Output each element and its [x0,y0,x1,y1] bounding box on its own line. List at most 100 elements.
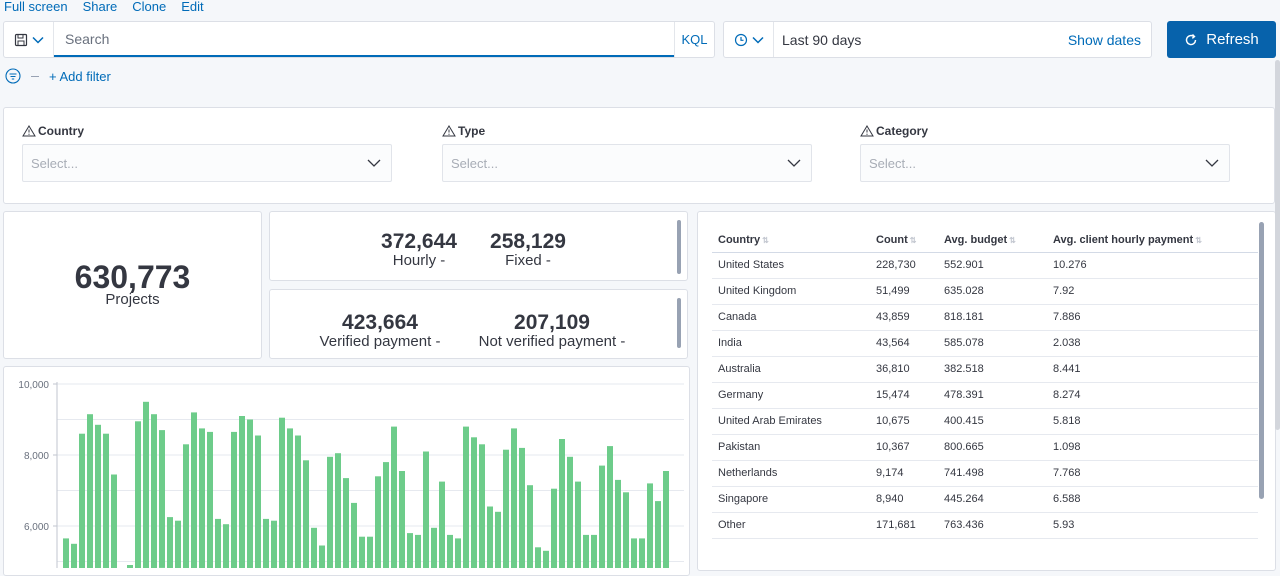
payment-metric-panel: 423,664 Verified payment - 207,109 Not v… [269,289,688,359]
type-label: Type [458,124,486,138]
table-cell: Netherlands [712,460,870,487]
table-cell: 2.038 [1047,330,1258,357]
refresh-button[interactable]: Refresh [1167,21,1276,58]
table-cell: 10,675 [870,408,938,435]
histogram-bar [431,527,437,568]
country-placeholder: Select... [31,155,78,171]
country-control: Country Select... [22,124,392,182]
table-cell: 10.276 [1047,252,1258,279]
histogram-bar [535,547,541,568]
verified-payment-count: 423,664 [342,311,418,334]
table-cell: 15,474 [870,382,938,409]
column-header[interactable]: Count ⇅ [870,228,938,253]
histogram-bar [583,534,589,568]
panel-scrollbar[interactable] [677,298,681,348]
table-cell: 7.886 [1047,304,1258,331]
histogram-bar [591,534,597,568]
query-bar: Search KQL [3,21,715,58]
input-controls-panel: Country Select... Type Select... Categor… [3,107,1275,204]
chevron-down-icon [787,159,801,167]
clock-icon [734,33,747,46]
hourly-label: Hourly - [392,252,446,269]
histogram-bar [511,428,517,568]
histogram-bar [143,401,149,569]
histogram-bar [183,444,189,568]
filter-menu-icon[interactable] [5,68,21,84]
table-row: Pakistan 10,367 800.665 1.098 [712,434,1258,461]
histogram-bar [599,465,605,568]
histogram-bar [79,433,85,568]
table-cell: 635.028 [938,278,1047,305]
saved-query-button[interactable] [4,22,54,57]
column-header[interactable]: Avg. budget ⇅ [938,228,1047,253]
table-cell: 8.274 [1047,382,1258,409]
hourly-metric: 372,644 Hourly - [376,231,462,269]
show-dates-link[interactable]: Show dates [1067,31,1141,48]
table-cell: Canada [712,304,870,331]
table-cell: 8,940 [870,486,938,513]
histogram-bar [199,428,205,568]
histogram-bar [63,538,69,568]
time-range-label[interactable]: Last 90 days [782,31,862,48]
country-table: Country ⇅ Count ⇅ Avg. budget ⇅ Avg. client ho… [712,228,1258,539]
column-header-label: Count [876,233,908,246]
not-verified-payment-label: Not verified payment - [478,333,626,350]
category-select[interactable]: Select... [860,144,1230,182]
histogram-bar [279,417,285,568]
search-input[interactable]: Search [54,22,674,57]
table-body: United States 228,730 552.901 10.276 United … [712,252,1258,539]
histogram-bar [623,492,629,568]
table-row: United Kingdom 51,499 635.028 7.92 [712,278,1258,305]
add-filter-button[interactable]: + Add filter [49,68,111,84]
category-control: Category Select... [860,124,1230,182]
histogram-bar [311,527,317,568]
table-cell: 228,730 [870,252,938,279]
share-link[interactable]: Share [82,0,118,14]
histogram-bar [215,518,221,568]
histogram-bar [399,471,405,568]
histogram-bar [71,543,77,569]
table-cell: 6.588 [1047,486,1258,513]
projects-metric-panel: 630,773 Projects [3,211,262,359]
histogram-bar [327,456,333,568]
top-nav: Full screen Share Clone Edit [0,0,215,16]
histogram-bar [567,456,573,568]
column-header[interactable]: Country ⇅ [712,228,870,253]
full-screen-link[interactable]: Full screen [4,0,68,14]
y-tick-label: 10,000 [18,380,49,391]
country-label: Country [38,124,84,138]
histogram-bar [647,483,653,568]
table-cell: United Kingdom [712,278,870,305]
table-cell: 7.92 [1047,278,1258,305]
table-row: Netherlands 9,174 741.498 7.768 [712,460,1258,487]
table-row: Australia 36,810 382.518 8.441 [712,356,1258,383]
table-cell: 5.93 [1047,512,1258,539]
histogram-bar [551,488,557,568]
edit-link[interactable]: Edit [181,0,204,14]
histogram-bar [439,481,445,568]
clone-link[interactable]: Clone [132,0,167,14]
sort-icon: ⇅ [1009,235,1016,245]
panel-scrollbar[interactable] [677,220,681,274]
table-cell: 51,499 [870,278,938,305]
country-table-panel: Country ⇅ Count ⇅ Avg. budget ⇅ Avg. client ho… [697,211,1276,571]
histogram-bar [615,479,621,568]
histogram-bar [223,524,229,568]
type-select[interactable]: Select... [442,144,812,182]
fixed-label: Fixed - [505,252,551,269]
page-scrollbar[interactable] [1275,60,1280,430]
histogram-bar [367,536,373,568]
table-cell: 763.436 [938,512,1047,539]
chevron-down-icon [751,36,764,44]
fixed-count: 258,129 [490,230,566,253]
table-scrollbar[interactable] [1259,222,1264,499]
histogram-chart: 10,000 8,000 6,000 [18,380,684,569]
country-select[interactable]: Select... [22,144,392,182]
table-cell: 8.441 [1047,356,1258,383]
column-header[interactable]: Avg. client hourly payment ⇅ [1047,228,1258,253]
table-cell: 171,681 [870,512,938,539]
quick-menu-button[interactable] [724,22,774,57]
kql-toggle[interactable]: KQL [674,22,714,57]
histogram-bar [263,518,269,568]
filter-row: + Add filter [5,68,111,84]
